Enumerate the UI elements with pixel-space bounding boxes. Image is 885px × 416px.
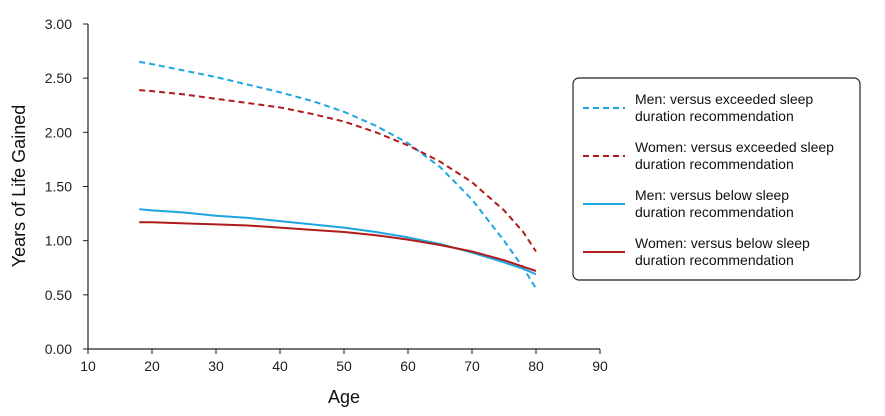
x-tick-label: 50 xyxy=(336,358,352,374)
y-tick-label: 2.00 xyxy=(45,124,72,140)
series-line-3 xyxy=(139,221,537,272)
legend-label: duration recommendation xyxy=(635,204,794,220)
x-tick-label: 70 xyxy=(464,358,480,374)
x-tick-label: 60 xyxy=(400,358,416,374)
x-tick-label: 40 xyxy=(272,358,288,374)
legend-label: duration recommendation xyxy=(635,156,794,172)
y-tick-label: 1.50 xyxy=(45,179,72,195)
y-axis-title: Years of Life Gained xyxy=(9,105,29,267)
legend-label: Men: versus exceeded sleep xyxy=(635,91,813,107)
series-layer xyxy=(139,60,537,289)
series-line-2 xyxy=(139,208,537,276)
x-tick-label: 10 xyxy=(80,358,96,374)
legend-label: Women: versus exceeded sleep xyxy=(635,139,834,155)
legend-box xyxy=(572,77,861,281)
legend-label: duration recommendation xyxy=(635,108,794,124)
axes: 10 20 30 40 50 60 70 80 90 0.00 0.50 1.00 1.50 2.00 2.… xyxy=(45,16,608,374)
legend-label: Men: versus below sleep xyxy=(635,187,789,203)
series-line-0 xyxy=(139,60,537,289)
x-tick-label: 80 xyxy=(528,358,544,374)
y-tick-label: 0.50 xyxy=(45,287,72,303)
y-tick-label: 3.00 xyxy=(45,16,72,32)
x-axis-title: Age xyxy=(328,387,360,407)
legend-label: Women: versus below sleep xyxy=(635,235,810,251)
y-tick-label: 1.00 xyxy=(45,233,72,249)
y-tick-label: 2.50 xyxy=(45,70,72,86)
legend-label: duration recommendation xyxy=(635,252,794,268)
y-tick-label: 0.00 xyxy=(45,341,72,357)
series-line-1 xyxy=(139,89,537,253)
x-tick-label: 90 xyxy=(592,358,608,374)
x-tick-label: 20 xyxy=(144,358,160,374)
x-tick-label: 30 xyxy=(208,358,224,374)
